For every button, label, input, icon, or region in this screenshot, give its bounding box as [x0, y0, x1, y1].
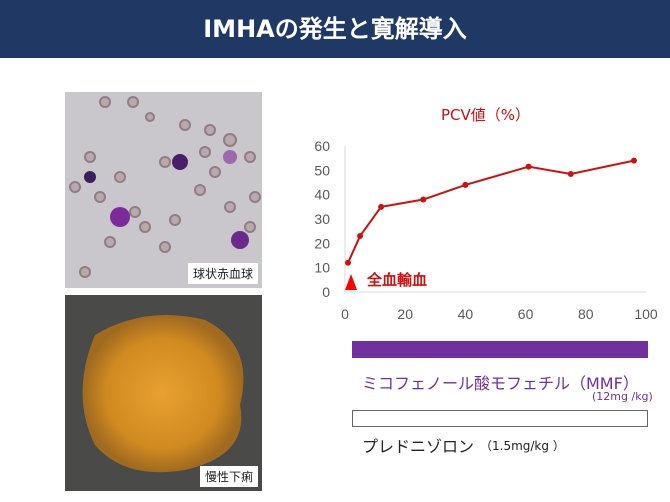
stool-graphic — [82, 315, 244, 473]
pcv-data-point — [630, 157, 637, 164]
x-tick-label: 100 — [634, 306, 658, 322]
x-tick-label: 40 — [458, 306, 474, 322]
pcv-chart: PCV値（%） 0 10 20 30 40 50 60 0 20 40 60 80 100 全血輸血 — [314, 106, 658, 322]
pcv-data-point — [525, 163, 532, 170]
chart-title: PCV値（%） — [441, 106, 530, 124]
y-tick-label: 60 — [314, 138, 330, 154]
y-tick-label: 40 — [314, 187, 330, 203]
diarrhea-caption: 慢性下痢 — [199, 466, 258, 487]
y-tick-label: 0 — [322, 284, 330, 300]
prednisolone-dose: （1.5mg/kg ） — [480, 439, 565, 453]
x-tick-label: 0 — [341, 306, 349, 322]
y-tick-label: 50 — [314, 162, 330, 178]
y-tick-label: 30 — [314, 211, 330, 227]
pcv-series-line — [347, 159, 635, 264]
pcv-data-point — [567, 170, 574, 177]
pcv-data-point — [378, 203, 385, 210]
diarrhea-image: 慢性下痢 — [65, 295, 262, 491]
mmf-label: ミコフェノール酸モフェチル（MMF） — [362, 374, 639, 393]
x-tick-label: 60 — [518, 306, 534, 322]
mmf-duration-bar — [352, 341, 648, 358]
y-tick-label: 10 — [314, 260, 330, 276]
pcv-data-point — [345, 259, 352, 266]
mmf-dose: (12mg /kg) — [592, 390, 653, 403]
pcv-data-point — [462, 181, 469, 188]
transfusion-label: 全血輸血 — [366, 271, 427, 289]
blood-smear-image: 球状赤血球 — [65, 92, 262, 288]
x-tick-label: 80 — [578, 306, 594, 322]
prednisolone-label: プレドニゾロン — [362, 437, 475, 456]
pcv-data-point — [357, 233, 364, 240]
transfusion-marker-icon — [345, 274, 358, 290]
spherocyte-caption: 球状赤血球 — [187, 263, 258, 284]
blood-cells-graphic — [69, 96, 261, 278]
pcv-data-point — [420, 196, 427, 203]
y-tick-label: 20 — [314, 235, 330, 251]
x-tick-label: 20 — [397, 306, 413, 322]
prednisolone-duration-bar — [352, 410, 648, 427]
slide-title: IMHAの発生と寛解導入 — [0, 0, 670, 58]
